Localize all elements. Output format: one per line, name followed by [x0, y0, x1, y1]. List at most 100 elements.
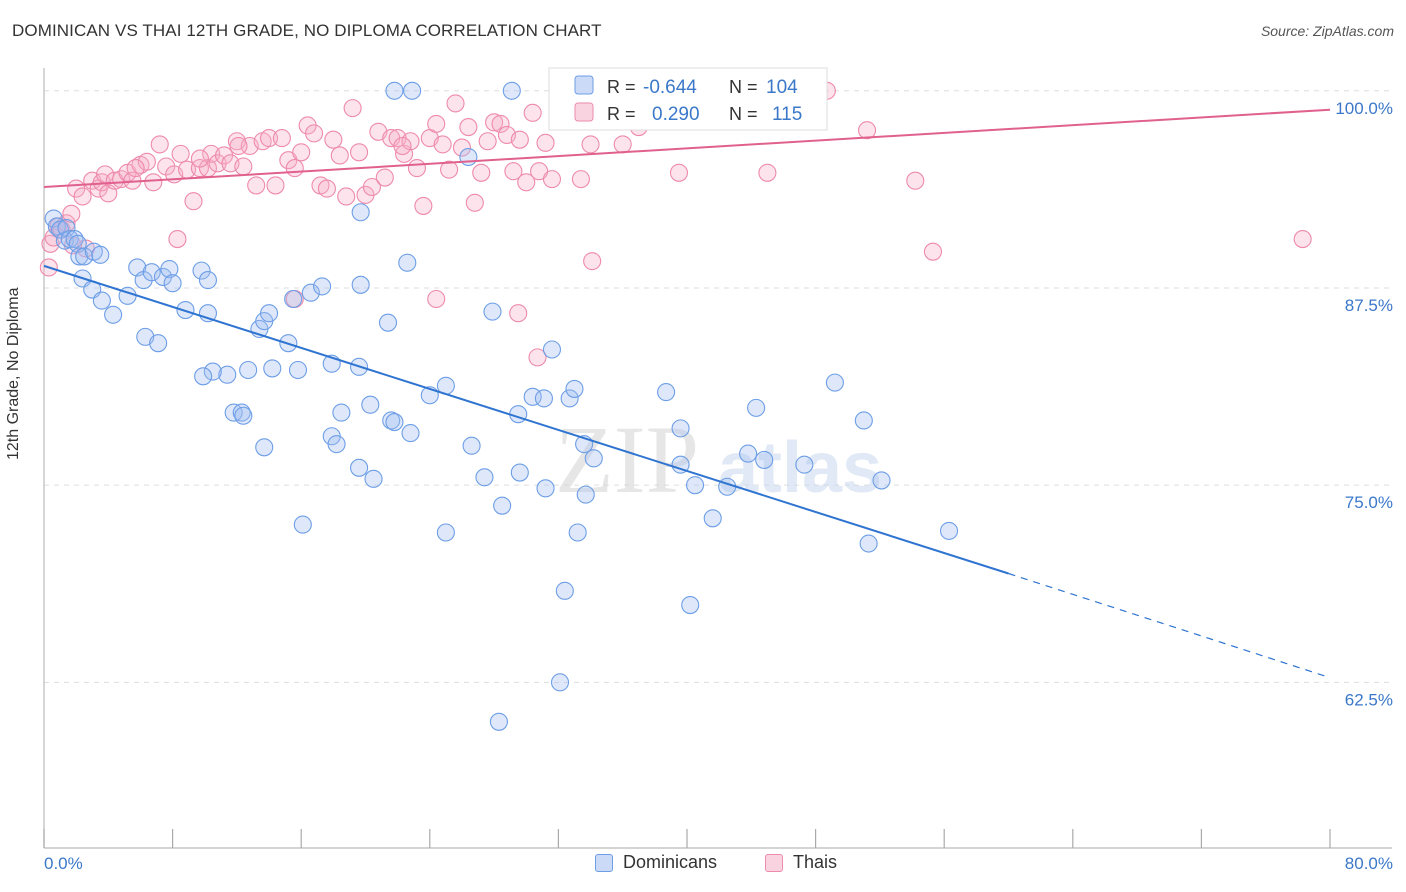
- thais-point-20: [137, 152, 156, 171]
- legend-n-value-dominicans: 104: [766, 77, 798, 98]
- dominicans-point-50: [327, 435, 346, 454]
- dominicans-point-101: [398, 253, 417, 272]
- thais-point-107: [168, 230, 187, 249]
- dominicans-point-33: [301, 283, 320, 302]
- chart-source: Source: ZipAtlas.com: [1260, 23, 1394, 39]
- dominicans-point-93: [681, 596, 700, 615]
- thais-point-80: [523, 103, 542, 122]
- dominicans-point-92: [555, 581, 574, 600]
- dominicans-point-62: [475, 468, 494, 487]
- dominicans-point-52: [361, 395, 380, 414]
- dominicans-point-41: [203, 362, 222, 381]
- legend-r-value-thais: 0.290: [652, 104, 700, 125]
- dominicans-point-81: [739, 444, 758, 463]
- dominicans-point-63: [510, 463, 529, 482]
- dominicans-point-94: [550, 673, 570, 692]
- chart-title: DOMINICAN VS THAI 12TH GRADE, NO DIPLOMA…: [12, 21, 602, 40]
- thais-point-69: [452, 138, 472, 157]
- dominicans-point-42: [194, 367, 213, 386]
- thais-point-111: [509, 304, 528, 323]
- thais-point-39: [259, 129, 279, 148]
- dominicans-point-102: [483, 302, 502, 321]
- y-tick-label-1: 75.0%: [1345, 493, 1393, 512]
- x-tick-label-max: 80.0%: [1345, 854, 1393, 873]
- legend-box: [548, 67, 828, 131]
- thais-point-53: [350, 143, 369, 162]
- dominicans-point-67: [560, 389, 579, 408]
- dominicans-point-75: [657, 383, 676, 402]
- legend-item-dominicans[interactable]: Dominicans: [595, 852, 717, 873]
- thais-point-8: [73, 187, 92, 206]
- dominicans-point-96: [385, 81, 404, 100]
- thais-point-71: [465, 193, 484, 212]
- dominicans-point-54: [385, 413, 404, 432]
- legend-swatch-dominicans: [574, 75, 594, 95]
- dominicans-point-37: [263, 359, 282, 378]
- dominicans-point-89: [939, 521, 959, 540]
- dominicans-point-98: [502, 81, 521, 100]
- thais-point-90: [613, 135, 632, 154]
- thais-point-27: [184, 192, 203, 211]
- dominicans-point-35: [351, 275, 370, 294]
- dominicans-point-22: [192, 261, 211, 280]
- thais-point-22: [150, 135, 169, 154]
- dominicans-point-31: [259, 304, 279, 323]
- thais-point-87: [581, 135, 600, 154]
- dominicans-point-88: [859, 534, 878, 553]
- thais-point-102: [923, 242, 942, 261]
- dominicans-point-97: [403, 81, 422, 100]
- dominicans-point-83: [747, 398, 766, 417]
- legend-swatch-thais-bottom: [765, 853, 783, 872]
- dominicans-trend-line: [43, 264, 1009, 575]
- thais-point-104: [229, 136, 248, 156]
- grid-lines: [44, 90, 1392, 683]
- legend-r-label-dominicans: R =: [607, 77, 636, 97]
- thais-point-40: [266, 176, 285, 195]
- dominicans-point-48: [234, 406, 253, 425]
- thais-point-52: [343, 99, 362, 118]
- dominicans-point-80: [718, 477, 737, 496]
- series-legend: Dominicans Thais: [0, 852, 1406, 876]
- dominicans-trend-extension: [1008, 572, 1331, 679]
- thais-point-66: [433, 135, 452, 154]
- legend-item-thais[interactable]: Thais: [765, 852, 837, 873]
- thais-point-103: [1293, 230, 1312, 249]
- thais-point-57: [375, 168, 394, 187]
- thais-point-51: [337, 187, 356, 206]
- thais-point-101: [906, 171, 925, 190]
- legend-n-label-dominicans: N =: [729, 77, 758, 97]
- thais-point-79: [517, 173, 536, 192]
- y-tick-label-2: 87.5%: [1345, 296, 1393, 315]
- thais-point-35: [234, 157, 253, 176]
- dominicans-point-66: [534, 389, 553, 408]
- dominicans-point-91: [293, 515, 312, 534]
- dominicans-point-59: [255, 438, 274, 457]
- dominicans-point-23: [198, 271, 218, 290]
- thais-point-77: [504, 162, 523, 181]
- dominicans-point-84: [795, 455, 814, 474]
- dominicans-point-51: [332, 403, 351, 422]
- dominicans-point-40: [218, 365, 237, 384]
- legend-label-thais: Thais: [793, 852, 838, 872]
- thais-point-6: [62, 204, 81, 223]
- thais-point-55: [362, 177, 381, 197]
- thais-point-105: [190, 149, 209, 168]
- watermark: ZIP atlas: [555, 406, 882, 513]
- dominicans-point-34: [313, 277, 332, 296]
- dominicans-point-9: [75, 247, 94, 266]
- thais-point-78: [510, 130, 529, 149]
- thais-point-73: [478, 132, 497, 151]
- thais-point-62: [407, 159, 426, 178]
- thais-point-86: [571, 170, 590, 189]
- tick-labels: 62.5% 75.0% 87.5% 100.0% 0.0% 80.0%: [44, 99, 1393, 873]
- thais-point-50: [330, 146, 349, 165]
- dominicans-point-69: [536, 479, 555, 498]
- y-tick-label-3: 100.0%: [1335, 99, 1393, 118]
- thais-point-114: [126, 159, 145, 178]
- dominicans-point-47: [232, 403, 251, 422]
- thais-point-43: [285, 159, 304, 178]
- dominicans-point-14: [92, 291, 111, 310]
- dominicans-point-78: [685, 476, 705, 495]
- dominicans-point-85: [825, 373, 844, 392]
- thais-point-63: [414, 196, 433, 215]
